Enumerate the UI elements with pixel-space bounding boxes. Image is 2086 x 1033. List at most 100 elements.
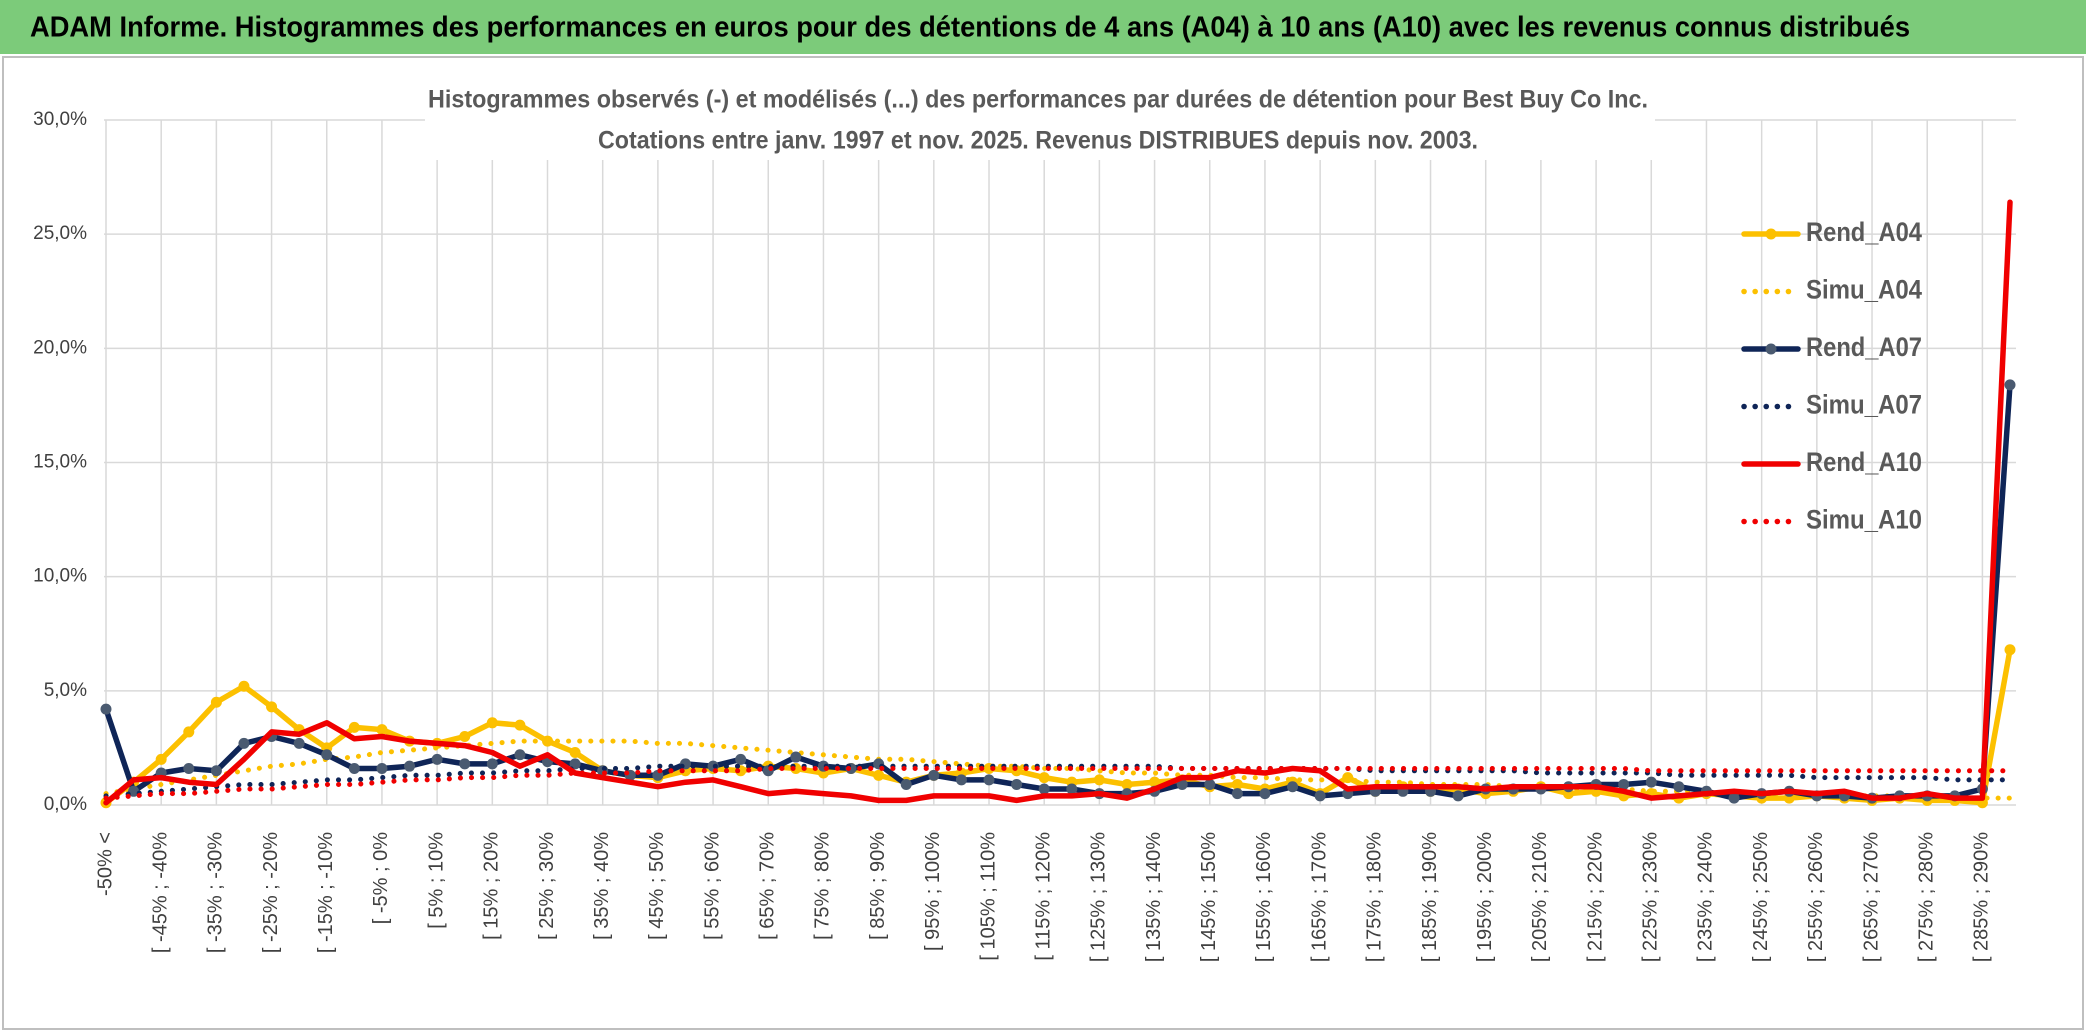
series-marker (128, 785, 140, 797)
y-tick-label: 15,0% (33, 452, 87, 473)
series-marker (376, 762, 388, 774)
x-tick-label: [ 165% ; 170% (1308, 832, 1330, 962)
y-tick-label: 0,0% (44, 794, 87, 815)
legend-label: Simu_A10 (1806, 505, 1922, 535)
legend-label: Rend_A04 (1806, 217, 1922, 247)
series-line (103, 199, 2013, 806)
header-banner (0, 0, 2086, 54)
x-tick-label: [ 225% ; 230% (1640, 832, 1662, 962)
x-tick-label: [ -45% ; -40% (149, 832, 171, 953)
series-marker (790, 751, 802, 763)
x-tick-label: [ 245% ; 250% (1750, 832, 1772, 962)
series-marker (514, 749, 526, 761)
series-marker (900, 778, 912, 790)
legend-label: Simu_A04 (1806, 275, 1922, 305)
x-tick-label: [ 155% ; 160% (1253, 832, 1275, 962)
x-tick-label: [ 45% ; 50% (646, 832, 668, 940)
series-marker (155, 753, 167, 765)
x-tick-label: [ 215% ; 220% (1584, 832, 1606, 962)
x-tick-label: [ 25% ; 30% (536, 832, 558, 940)
x-tick-label: [ 145% ; 150% (1198, 832, 1220, 962)
series-marker (1728, 792, 1740, 804)
x-tick-label: [ 105% ; 110% (977, 832, 999, 961)
series-line (103, 646, 2013, 806)
legend-marker (1765, 343, 1777, 355)
x-tick-label: [ 115% ; 120% (1032, 832, 1054, 961)
series-marker (1038, 783, 1050, 795)
y-tick-label: 25,0% (33, 223, 87, 244)
series-marker (459, 758, 471, 770)
series-marker (1452, 790, 1464, 802)
title-backdrop (425, 84, 1655, 160)
series-line (103, 763, 2013, 799)
x-tick-label: [ 265% ; 270% (1860, 832, 1882, 962)
x-tick-label: [ 285% ; 290% (1971, 832, 1993, 962)
series-marker (1618, 778, 1630, 790)
series-marker (183, 726, 195, 738)
series-marker (348, 762, 360, 774)
series-marker (348, 721, 360, 733)
series-marker (983, 774, 995, 786)
series-marker (376, 724, 388, 736)
legend-marker (1765, 228, 1777, 240)
series-marker (1645, 776, 1657, 788)
x-tick-label: [ 135% ; 140% (1143, 832, 1165, 962)
series-marker (1093, 774, 1105, 786)
x-tick-label: [ 185% ; 190% (1419, 832, 1441, 962)
x-tick-label: [ 125% ; 130% (1088, 832, 1110, 962)
series-marker (459, 731, 471, 742)
series-marker (210, 765, 222, 777)
series-marker (321, 749, 333, 761)
y-tick-label: 30,0% (33, 109, 87, 130)
x-tick-label: [ -25% ; -20% (260, 832, 282, 953)
legend-label: Simu_A07 (1806, 390, 1922, 420)
series-marker (1314, 790, 1326, 802)
series-marker (486, 758, 498, 770)
x-tick-label: [ 175% ; 180% (1364, 832, 1386, 962)
series-marker (431, 753, 443, 765)
series-marker (1204, 778, 1216, 790)
x-tick-label: [ 255% ; 260% (1805, 832, 1827, 962)
series-marker (2004, 379, 2016, 391)
y-tick-label: 20,0% (33, 337, 87, 358)
x-tick-label: -50% < (94, 832, 116, 896)
series-marker (404, 760, 416, 772)
series-marker (100, 703, 112, 715)
series-marker (293, 737, 305, 749)
x-tick-label: [ -15% ; -10% (315, 832, 337, 953)
series-line (103, 382, 2013, 801)
y-tick-label: 10,0% (33, 566, 87, 587)
series-marker (1011, 778, 1023, 790)
series-marker (1287, 781, 1299, 793)
series-marker (735, 753, 747, 765)
series-marker (1038, 772, 1050, 784)
x-tick-label: [ 15% ; 20% (481, 832, 503, 940)
series-marker (266, 701, 278, 713)
series-marker (210, 696, 222, 708)
plot: 0,0% 5,0% 10,0% 15,0% 20,0% 25,0% 30,0% -50% < [… (33, 109, 2016, 962)
x-tick-label: [ 65% ; 70% (757, 832, 779, 940)
x-tick-label: [ 5% ; 10% (425, 832, 447, 929)
series-marker (1231, 778, 1243, 790)
x-tick-label: [ -35% ; -30% (205, 832, 227, 953)
series-marker (2004, 644, 2016, 656)
series-marker (238, 737, 250, 749)
series-marker (873, 769, 885, 781)
series-marker (1066, 783, 1078, 795)
x-tick-label: [ 95% ; 100% (922, 832, 944, 951)
x-tick-label: [ 235% ; 240% (1695, 832, 1717, 962)
series-marker (514, 719, 526, 731)
series-marker (1259, 788, 1271, 800)
x-tick-label: [ -5% ; 0% (370, 832, 392, 924)
series-marker (1673, 781, 1685, 793)
series-marker (486, 717, 498, 729)
legend-label: Rend_A07 (1806, 332, 1922, 362)
series-marker (183, 762, 195, 774)
series-line (103, 766, 2013, 801)
chart-title: Histogrammes observés (-) et modélisés (… (428, 86, 1648, 114)
y-tick-label: 5,0% (44, 680, 87, 701)
chart-subtitle: Cotations entre janv. 1997 et nov. 2025.… (598, 127, 1478, 155)
legend-label: Rend_A10 (1806, 447, 1922, 477)
x-tick-label: [ 85% ; 90% (867, 832, 889, 940)
